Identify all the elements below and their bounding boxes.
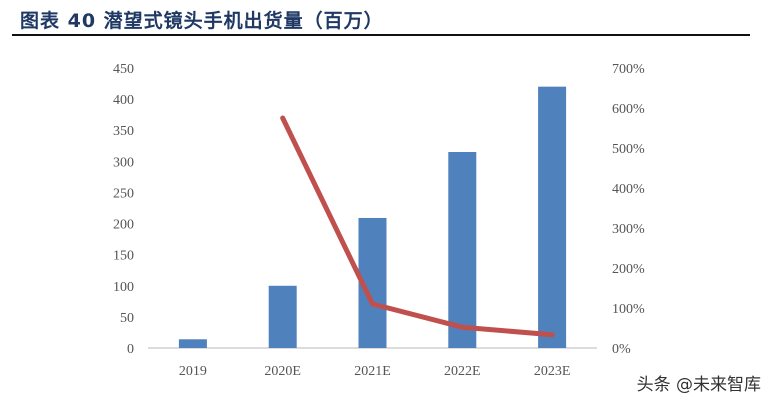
watermark: 头条 @未来智库 — [636, 375, 761, 395]
right-tick-label: 200% — [612, 262, 645, 277]
left-tick-label: 50 — [120, 311, 134, 326]
right-tick-label: 600% — [612, 102, 645, 117]
x-tick-label: 2023E — [534, 364, 571, 379]
left-tick-label: 250 — [113, 186, 134, 201]
left-tick-label: 350 — [113, 124, 134, 139]
left-tick-label: 150 — [113, 249, 134, 264]
bar-2023E — [538, 86, 567, 349]
right-axis-ticks: 0% 100% 200% 300% 400% 500% 600% 700% — [612, 62, 645, 357]
growth-line-series — [280, 115, 555, 338]
left-tick-label: 0 — [127, 342, 134, 357]
x-tick-label: 2020E — [264, 364, 301, 379]
title-divider — [12, 34, 750, 36]
right-tick-label: 500% — [612, 142, 645, 157]
bar-2020E — [268, 285, 297, 348]
left-tick-label: 450 — [113, 62, 134, 77]
left-tick-label: 100 — [113, 280, 134, 295]
bar-2022E — [448, 152, 477, 348]
left-tick-label: 200 — [113, 218, 134, 233]
bar-series — [178, 86, 567, 349]
left-tick-label: 400 — [113, 93, 134, 108]
right-tick-label: 400% — [612, 182, 645, 197]
right-tick-label: 100% — [612, 302, 645, 317]
bar-2019 — [178, 339, 207, 348]
x-tick-label: 2022E — [444, 364, 481, 379]
left-tick-label: 300 — [113, 155, 134, 170]
right-tick-label: 0% — [612, 342, 631, 357]
right-tick-label: 300% — [612, 222, 645, 237]
left-axis-ticks: 0 50 100 150 200 250 300 350 400 450 — [113, 62, 134, 357]
chart-title: 图表 40 潜望式镜头手机出货量（百万） — [20, 10, 384, 32]
right-tick-label: 700% — [612, 62, 645, 77]
x-axis-ticks: 2019 2020E 2021E 2022E 2023E — [179, 364, 570, 379]
x-tick-label: 2019 — [179, 364, 207, 379]
x-tick-label: 2021E — [354, 364, 391, 379]
